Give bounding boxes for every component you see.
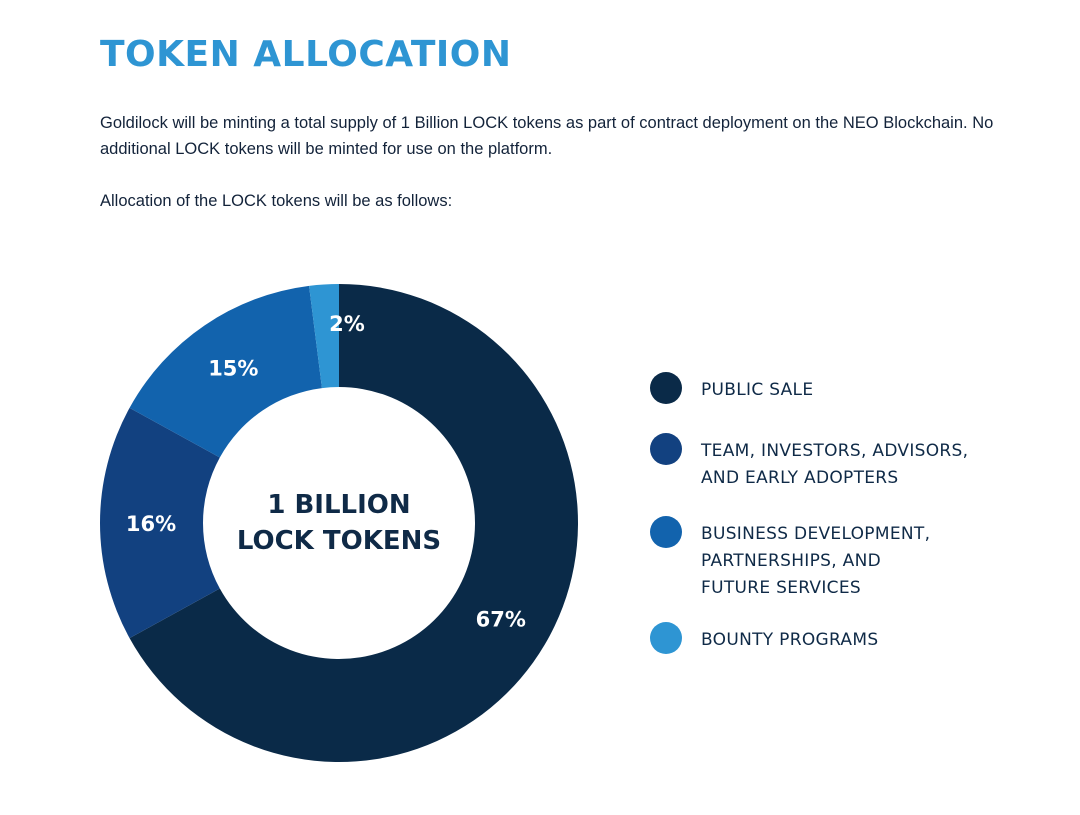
donut-slice-public-sale: [129, 284, 579, 762]
slice-label-bounty-programs: 2%: [329, 312, 365, 336]
legend-swatch-team: [650, 433, 682, 465]
legend-item-public-sale: PUBLIC SALE: [650, 372, 991, 404]
donut-slice-bounty-programs: [309, 284, 339, 389]
slice-labels: 67% 16% 15% 2%: [126, 312, 526, 632]
token-allocation-donut-chart: 67% 16% 15% 2% 1 BILLION LOCK TOKENS: [100, 284, 579, 762]
legend-label-team: TEAM, INVESTORS, ADVISORS, AND EARLY ADO…: [701, 441, 969, 488]
legend-swatch-business-development: [650, 516, 682, 548]
legend-item-bounty-programs: BOUNTY PROGRAMS: [650, 622, 991, 654]
legend-label-public-sale: PUBLIC SALE: [701, 380, 814, 400]
legend-label-bounty-programs: BOUNTY PROGRAMS: [701, 630, 879, 650]
allocation-lead-text: Allocation of the LOCK tokens will be as…: [100, 192, 453, 210]
intro-paragraph: Goldilock will be minting a total supply…: [100, 114, 994, 158]
center-label-line-2: LOCK TOKENS: [237, 526, 441, 556]
legend-swatch-bounty-programs: [650, 622, 682, 654]
donut-slice-team-investors-advisors: [100, 407, 220, 639]
legend-swatch-public-sale: [650, 372, 682, 404]
legend-item-team: TEAM, INVESTORS, ADVISORS, AND EARLY ADO…: [650, 433, 991, 492]
donut-slices: [100, 284, 579, 762]
donut-slice-business-development: [129, 285, 322, 458]
legend-item-business-development: BUSINESS DEVELOPMENT, PARTNERSHIPS, AND …: [650, 516, 991, 602]
slice-label-business-development: 15%: [208, 357, 258, 381]
center-label-line-1: 1 BILLION: [267, 490, 410, 520]
slice-label-team-investors-advisors: 16%: [126, 512, 176, 536]
page-title: TOKEN ALLOCATION: [100, 34, 512, 75]
slice-label-public-sale: 67%: [476, 608, 526, 632]
legend-label-business-development: BUSINESS DEVELOPMENT, PARTNERSHIPS, AND …: [701, 524, 931, 598]
